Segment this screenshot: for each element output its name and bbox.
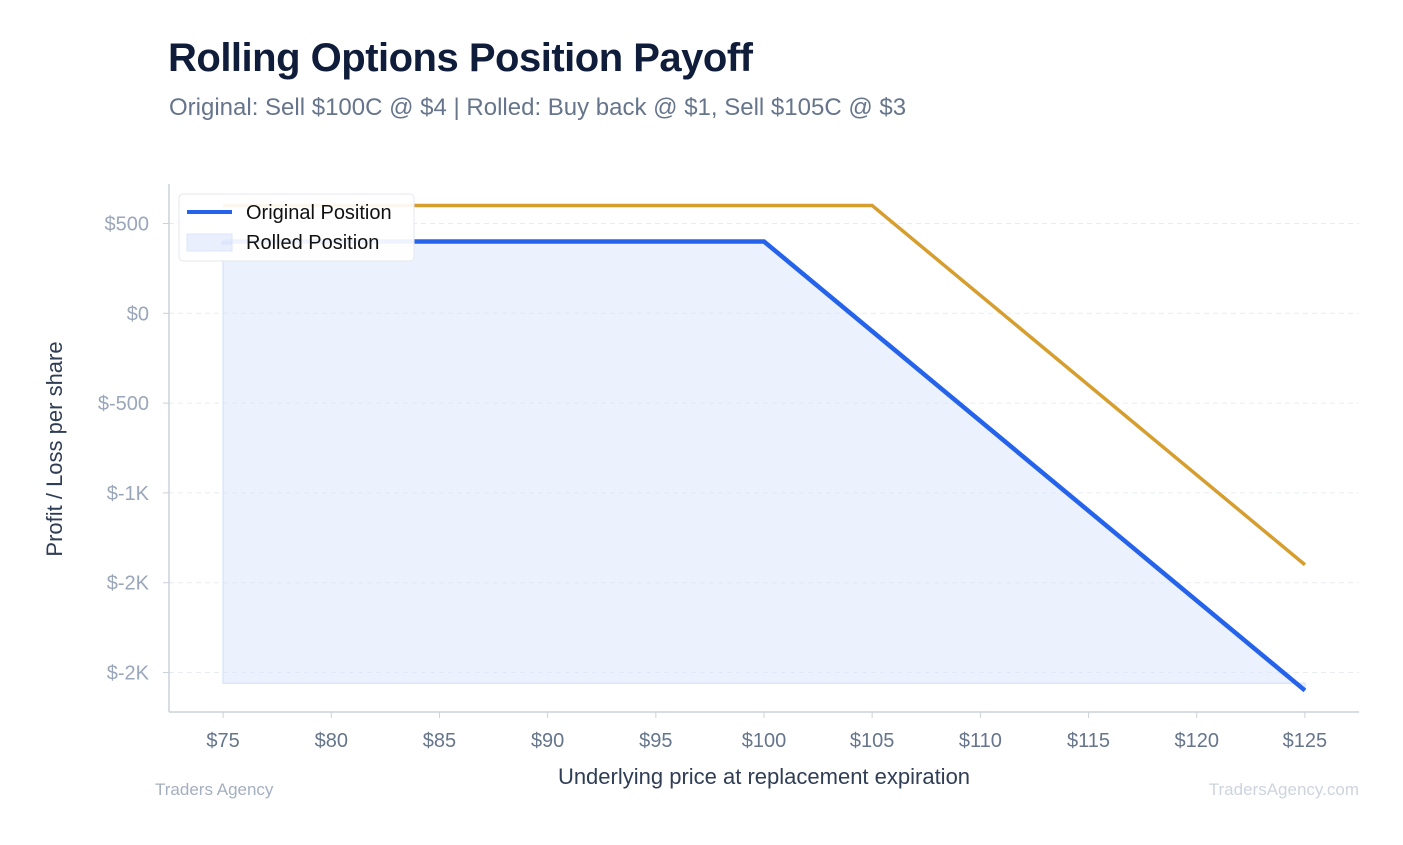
x-axis-label: Underlying price at replacement expirati… bbox=[558, 764, 970, 789]
y-tick-label: $-2K bbox=[107, 573, 150, 595]
x-tick-label: $100 bbox=[742, 730, 787, 752]
x-tick-label: $95 bbox=[639, 730, 672, 752]
x-tick-label: $90 bbox=[531, 730, 564, 752]
x-tick-label: $105 bbox=[850, 730, 895, 752]
x-tick-label: $120 bbox=[1174, 730, 1219, 752]
series-line-1 bbox=[223, 203, 1307, 567]
x-tick-label: $75 bbox=[206, 730, 239, 752]
y-axis-label: Profit / Loss per share bbox=[42, 341, 67, 556]
y-tick-label: $500 bbox=[105, 214, 150, 236]
chart-title: Rolling Options Position Payoff bbox=[168, 36, 753, 80]
legend-box bbox=[178, 193, 415, 262]
x-tick-label: $125 bbox=[1283, 730, 1328, 752]
axes bbox=[163, 184, 1359, 718]
legend-label-original: Original Position bbox=[246, 202, 392, 224]
y-tick-label: $-2K bbox=[107, 662, 150, 684]
x-tick-label: $85 bbox=[423, 730, 456, 752]
area-fill-layer bbox=[222, 240, 1306, 693]
footer-brand: Traders Agency bbox=[155, 780, 274, 799]
x-tick-label: $80 bbox=[315, 730, 348, 752]
x-tick-label: $115 bbox=[1067, 730, 1110, 752]
y-tick-label: $-500 bbox=[98, 393, 149, 415]
footer-website[interactable]: TradersAgency.com bbox=[1208, 780, 1359, 799]
area-fill-0 bbox=[222, 240, 1306, 693]
y-tick-label: $0 bbox=[127, 303, 149, 325]
legend-label-rolled: Rolled Position bbox=[246, 232, 379, 254]
x-tick-label: $110 bbox=[959, 730, 1002, 752]
legend: Original Position Rolled Position bbox=[178, 193, 415, 262]
y-tick-label: $-1K bbox=[107, 483, 150, 505]
tick-labels: $500 $0 $-500 $-1K $-2K $-2K $75 $80 $85 $90 $95 $1… bbox=[98, 214, 1327, 752]
chart-subtitle: Original: Sell $100C @ $4 | Rolled: Buy … bbox=[169, 94, 907, 121]
